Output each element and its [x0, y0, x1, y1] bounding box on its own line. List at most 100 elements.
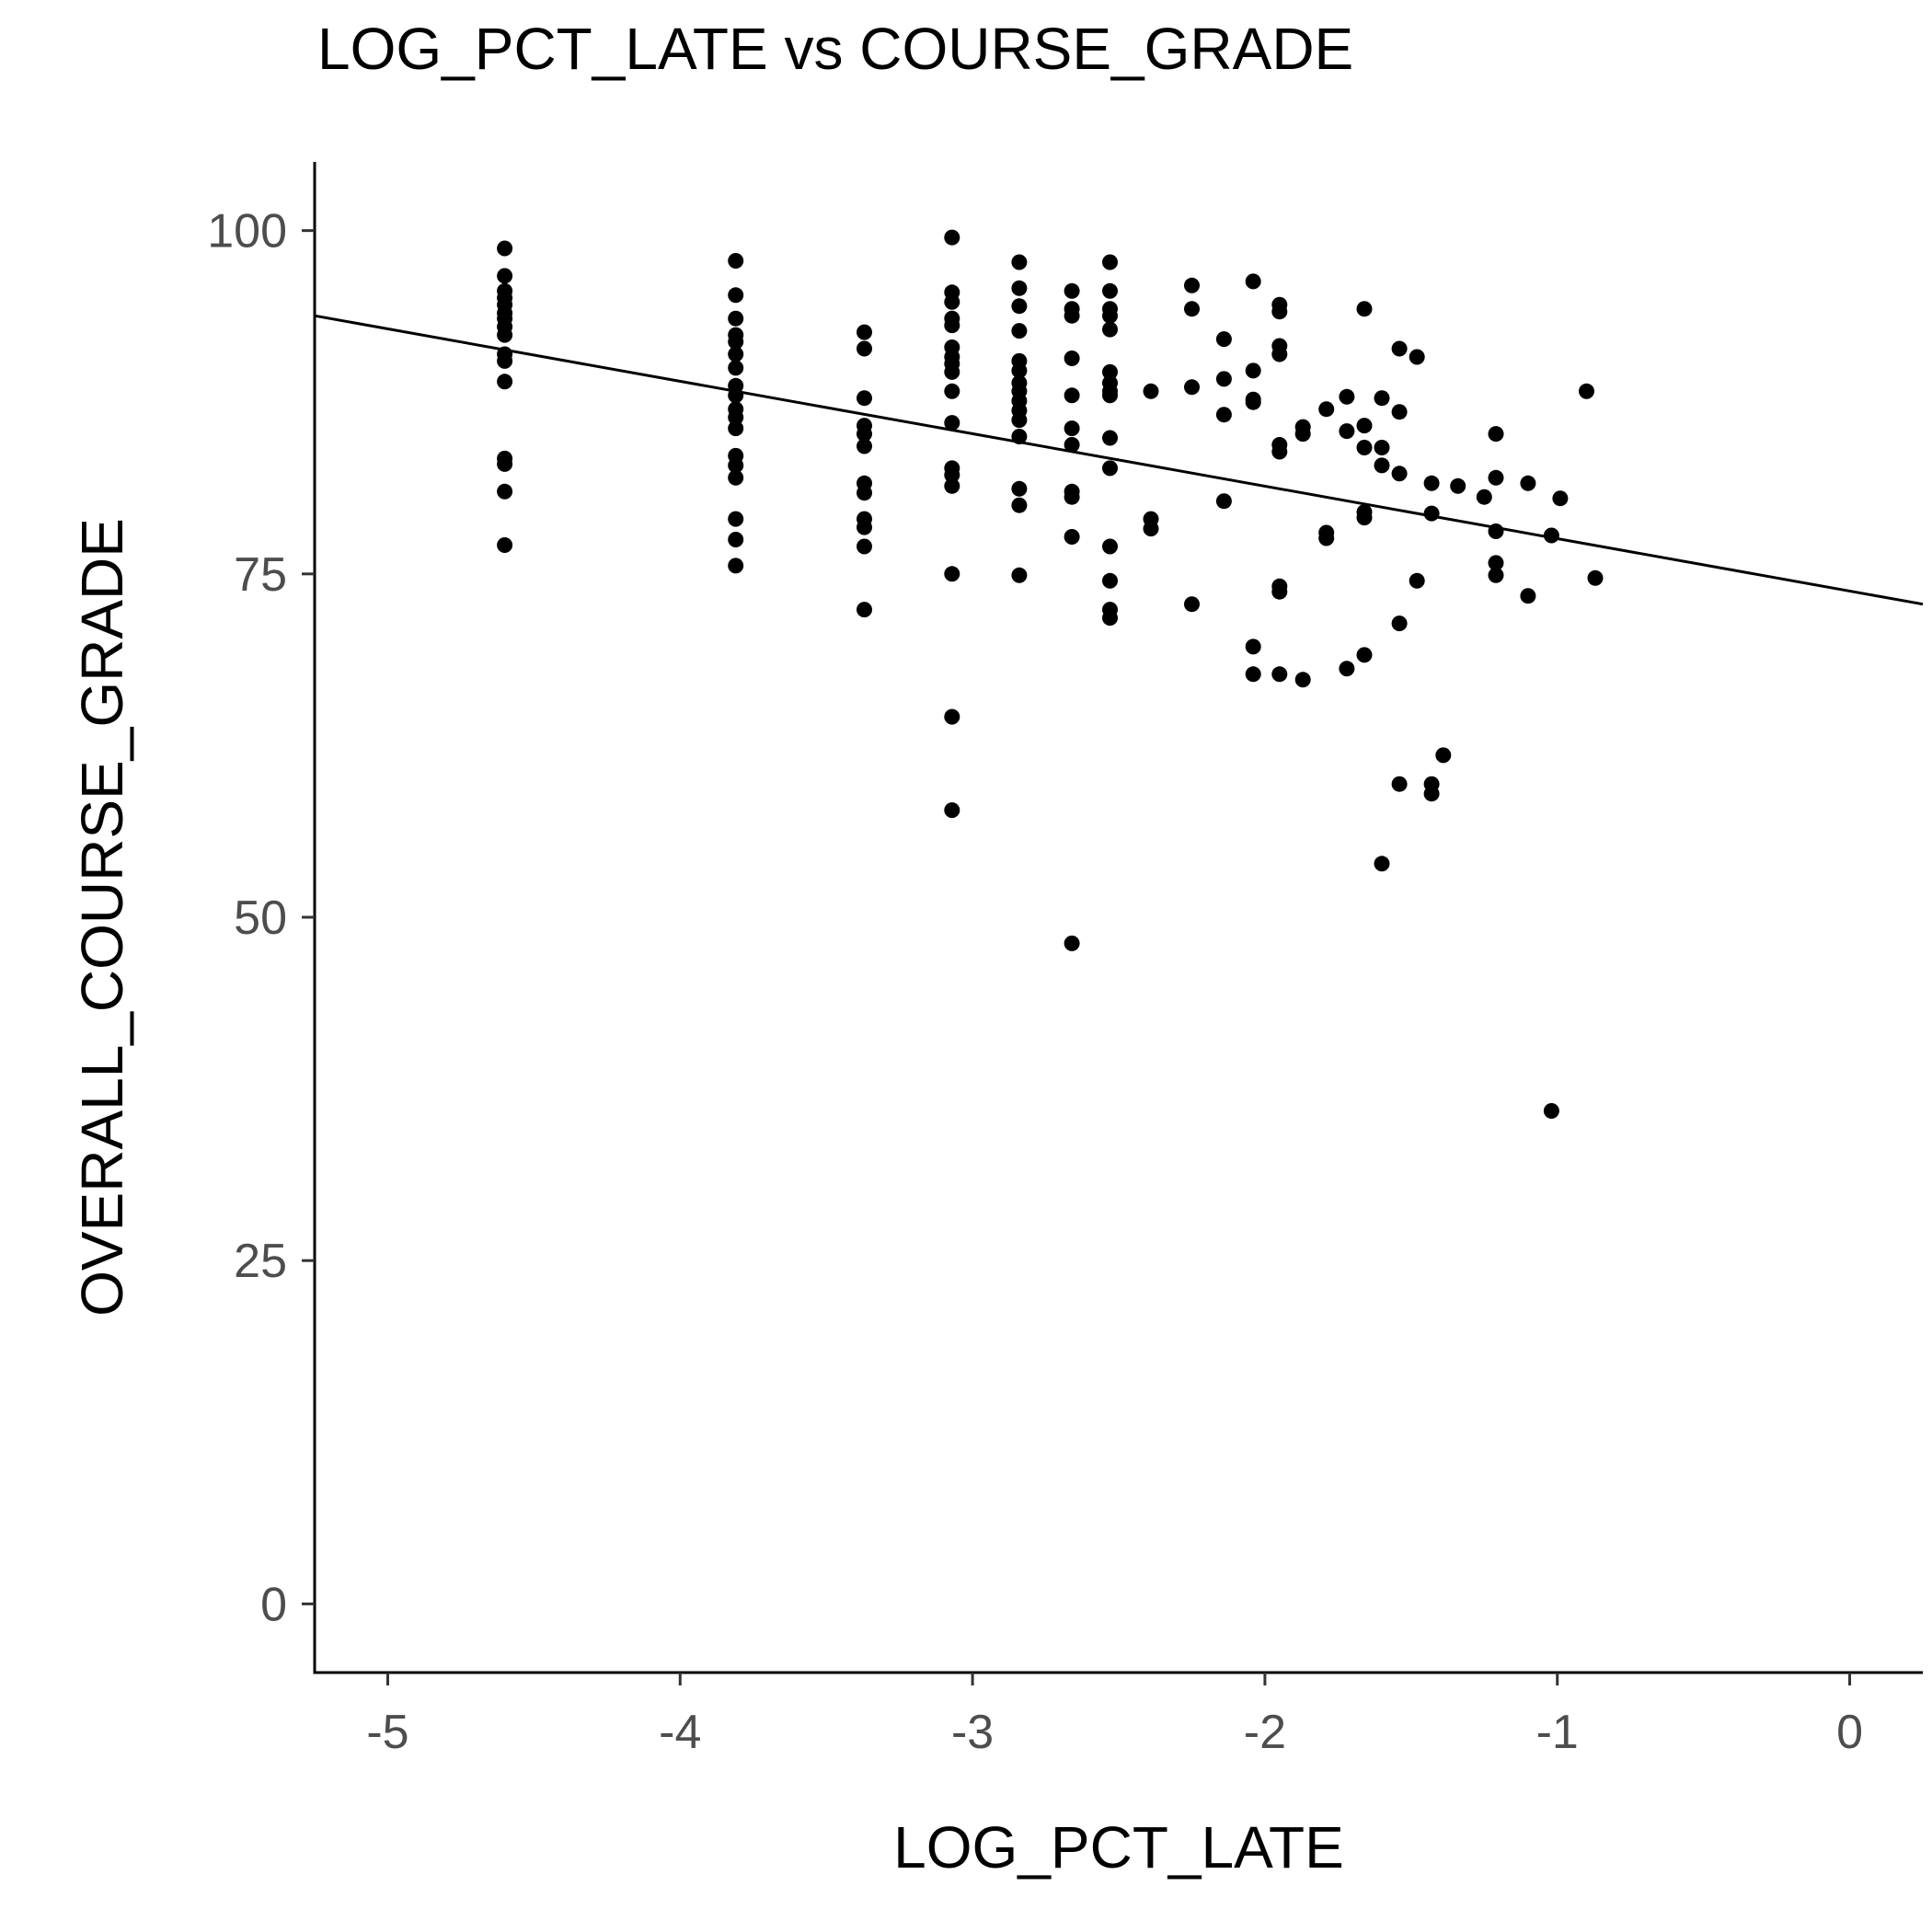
data-point	[1011, 254, 1028, 270]
data-point	[1423, 505, 1440, 522]
data-point	[1184, 379, 1200, 396]
data-point	[728, 287, 744, 304]
data-point	[1579, 383, 1594, 399]
data-point	[1423, 475, 1440, 491]
data-point	[1271, 666, 1288, 683]
data-point	[1011, 323, 1028, 339]
data-point	[944, 415, 960, 431]
data-point	[1294, 426, 1311, 443]
data-point	[728, 346, 744, 362]
data-point	[1011, 298, 1028, 315]
y-axis-ticks: 0 25 50 75 100	[207, 205, 315, 1631]
data-point	[1391, 776, 1408, 792]
data-point	[497, 483, 513, 500]
y-tick-label: 50	[234, 891, 287, 945]
data-point	[944, 477, 960, 494]
data-point	[728, 409, 744, 426]
data-point	[1339, 661, 1355, 677]
data-point	[1064, 420, 1080, 437]
data-point	[728, 511, 744, 527]
data-point	[497, 352, 513, 369]
y-tick-label: 75	[234, 548, 287, 602]
data-point	[1215, 407, 1232, 423]
data-point	[944, 383, 960, 399]
data-point	[1064, 529, 1080, 545]
data-point	[1339, 388, 1355, 405]
data-point	[1011, 497, 1028, 513]
data-point	[1064, 351, 1080, 366]
data-point	[1245, 666, 1261, 683]
data-point	[1102, 254, 1118, 270]
data-point	[1184, 301, 1200, 317]
data-point	[1318, 401, 1335, 418]
y-tick-label: 100	[207, 205, 287, 259]
data-point	[944, 317, 960, 334]
data-point	[497, 240, 513, 257]
data-point	[944, 293, 960, 310]
data-point	[1356, 440, 1373, 455]
data-point	[1102, 572, 1118, 589]
data-point	[1409, 349, 1425, 365]
data-points	[497, 229, 1604, 1119]
data-point	[1374, 856, 1390, 872]
data-point	[728, 253, 744, 269]
x-tick-label: 0	[1836, 1706, 1863, 1759]
data-point	[1271, 443, 1288, 460]
x-tick-label: -4	[659, 1706, 701, 1759]
data-point	[1245, 273, 1261, 290]
data-point	[1064, 935, 1080, 951]
data-point	[1356, 647, 1373, 663]
data-point	[1294, 672, 1311, 688]
data-point	[728, 469, 744, 486]
x-tick-label: -2	[1244, 1706, 1286, 1759]
data-point	[1339, 423, 1355, 440]
data-point	[1011, 480, 1028, 497]
data-point	[944, 802, 960, 819]
data-point	[857, 324, 872, 340]
data-point	[1520, 475, 1536, 491]
data-point	[1476, 489, 1492, 505]
data-point	[944, 363, 960, 380]
data-point	[857, 602, 872, 618]
data-point	[1356, 418, 1373, 434]
data-point	[1102, 387, 1118, 404]
data-point	[857, 519, 872, 535]
data-point	[1488, 469, 1504, 486]
data-point	[1102, 460, 1118, 477]
data-point	[1271, 304, 1288, 320]
data-point	[1102, 430, 1118, 446]
data-point	[944, 229, 960, 246]
x-axis-ticks: -5 -4 -3 -2 -1 0	[366, 1673, 1863, 1759]
data-point	[728, 334, 744, 350]
data-point	[1143, 383, 1159, 399]
data-point	[1064, 307, 1080, 324]
data-point	[1064, 489, 1080, 505]
data-point	[1064, 437, 1080, 453]
data-point	[1215, 493, 1232, 510]
data-point	[497, 455, 513, 472]
data-point	[857, 426, 872, 443]
y-axis-title: OVERALL_COURSE_GRADE	[69, 518, 135, 1317]
data-point	[497, 327, 513, 343]
data-point	[1318, 530, 1335, 546]
data-point	[944, 708, 960, 725]
data-point	[1488, 426, 1504, 443]
data-point	[1391, 466, 1408, 482]
data-point	[857, 538, 872, 555]
x-tick-label: -5	[366, 1706, 408, 1759]
data-point	[1215, 371, 1232, 387]
data-point	[1374, 457, 1390, 474]
data-point	[497, 374, 513, 390]
data-point	[1450, 477, 1466, 494]
data-point	[1102, 307, 1118, 324]
data-point	[857, 438, 872, 454]
data-point	[497, 268, 513, 284]
data-point	[1011, 412, 1028, 429]
data-point	[728, 310, 744, 327]
data-point	[1587, 569, 1604, 586]
data-point	[1064, 387, 1080, 404]
data-point	[1245, 394, 1261, 410]
x-axis-title: LOG_PCT_LATE	[893, 1814, 1344, 1880]
data-point	[1391, 404, 1408, 420]
